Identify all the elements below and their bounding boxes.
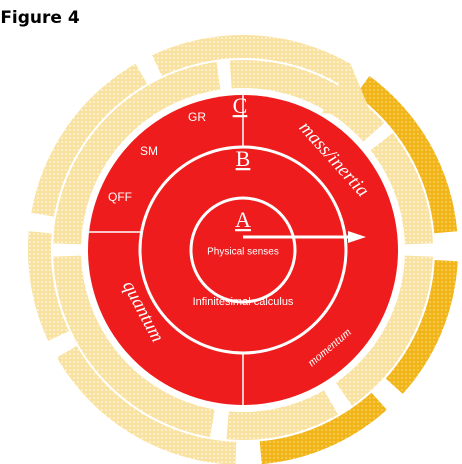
- ring-segment: [152, 34, 351, 84]
- arrow-head: [348, 231, 366, 243]
- item: SM: [140, 144, 158, 158]
- ring-segment: [259, 392, 387, 464]
- ring-segment: [370, 133, 433, 245]
- label-a: A: [235, 207, 251, 232]
- label-b: B: [236, 146, 251, 171]
- inner-circle: [189, 196, 297, 304]
- caption-a: Physical senses: [207, 247, 279, 258]
- ring-segment: [27, 231, 69, 341]
- ring-segment: [226, 390, 338, 440]
- ring-segment: [335, 255, 433, 406]
- ring-segment: [53, 255, 215, 438]
- ring-arrow: [322, 63, 373, 117]
- item: GR: [188, 110, 206, 124]
- item: QFF: [108, 190, 132, 204]
- ring-segment: [355, 76, 458, 234]
- ring-segment: [56, 346, 237, 464]
- label-c: C: [233, 93, 248, 118]
- ring-segment: [385, 260, 458, 394]
- ring-segment: [53, 61, 221, 245]
- caption-b: Infinitesimal calculus: [193, 296, 294, 308]
- red-disc: [88, 95, 398, 405]
- ring-segment: [229, 60, 385, 142]
- ring-segment: [31, 63, 147, 217]
- outer-rings: [27, 34, 458, 464]
- title: Figure 4: [0, 8, 80, 28]
